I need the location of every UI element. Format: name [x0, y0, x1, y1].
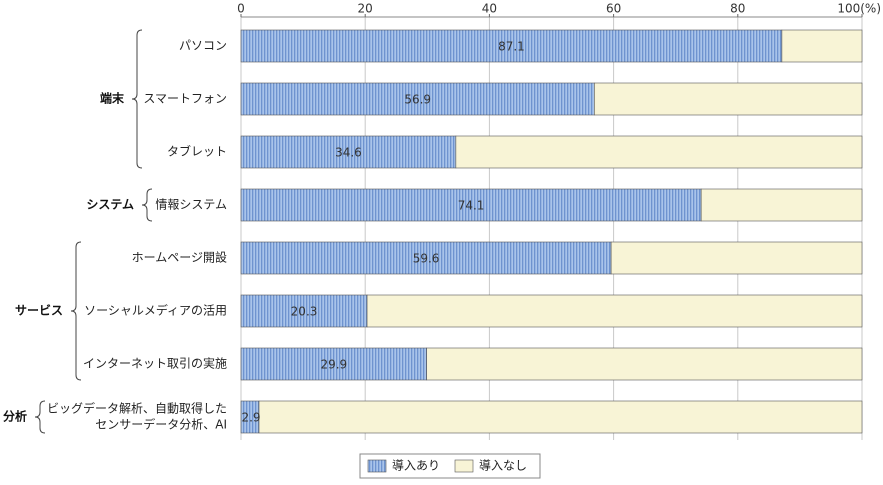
bar-not-adopted	[594, 82, 863, 116]
bar-not-adopted	[700, 188, 863, 222]
bar-value-label: 34.6	[335, 146, 362, 160]
tick-label: 0	[237, 2, 245, 16]
bar-adopted	[240, 135, 457, 169]
bar-value-label: 2.9	[241, 411, 260, 425]
legend-label-not-adopted: 導入なし	[479, 459, 527, 473]
bar-not-adopted	[455, 135, 863, 169]
bar-adopted	[240, 82, 595, 116]
category-label: ホームページ開設	[132, 250, 227, 265]
legend-box	[359, 453, 541, 479]
category-label: タブレット	[167, 144, 227, 159]
bar-adopted	[240, 294, 368, 328]
bar-not-adopted	[426, 347, 863, 381]
group-label: 端末	[100, 91, 125, 106]
legend-label-adopted: 導入あり	[392, 459, 440, 473]
bar-value-label: 87.1	[498, 40, 525, 54]
bar-value-label: 59.6	[413, 252, 440, 266]
group-label: 分析	[3, 409, 27, 424]
bar-not-adopted	[610, 241, 863, 275]
bar-adopted	[240, 241, 612, 275]
category-label: インターネット取引の実施	[83, 356, 227, 371]
tick-label: 40	[482, 2, 497, 16]
bar-adopted	[240, 188, 702, 222]
group-brace	[34, 400, 46, 434]
bars-layer: 87.1 56.9 34.6 74.1 59.6 20.3 29.9 2.9	[240, 29, 863, 434]
legend: 導入あり 導入なし	[359, 453, 541, 479]
category-label: ソーシャルメディアの活用	[84, 303, 227, 318]
tick-label: 80	[730, 2, 745, 16]
group-label: システム	[86, 198, 134, 212]
category-label: スマートフォン	[143, 92, 227, 106]
x-axis-ticks: 0 20 40 60 80 100(%)	[237, 2, 881, 17]
legend-swatch-adopted	[367, 459, 387, 473]
legend-swatch-not-adopted	[454, 459, 474, 473]
bar-value-label: 74.1	[458, 199, 485, 213]
bar-value-label: 56.9	[404, 93, 431, 107]
group-brace	[131, 29, 143, 169]
group-label: サービス	[15, 303, 63, 318]
tick-label: 20	[358, 2, 373, 16]
category-label: センサーデータ分析、AI	[95, 417, 227, 432]
tick-label: 60	[606, 2, 621, 16]
group-brace	[141, 188, 153, 222]
bar-adopted	[240, 347, 427, 381]
bar-not-adopted	[781, 29, 863, 63]
group-brace	[70, 241, 82, 381]
bar-value-label: 20.3	[291, 305, 318, 319]
bar-not-adopted	[258, 400, 863, 434]
bar-adopted	[240, 29, 783, 63]
bar-value-label: 29.9	[320, 358, 347, 372]
bar-not-adopted	[366, 294, 863, 328]
category-label: ビッグデータ解析、自動取得した	[47, 401, 227, 416]
category-label: 情報システム	[155, 198, 227, 212]
category-labels: パソコンスマートフォンタブレット情報システムホームページ開設ソーシャルメディアの…	[47, 39, 227, 432]
tick-label: 100(%)	[837, 2, 881, 16]
category-label: パソコン	[179, 39, 227, 53]
